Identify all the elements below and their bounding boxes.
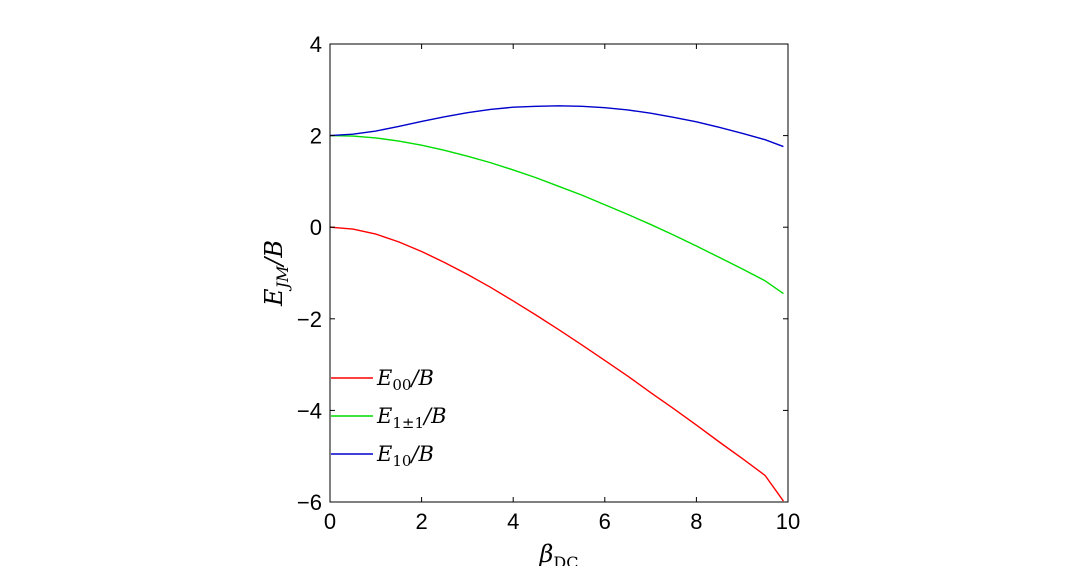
x-tick-label: 4 bbox=[507, 509, 519, 534]
y-axis-label: EJM/B bbox=[260, 240, 292, 307]
legend-label-0: E00/B bbox=[376, 366, 434, 394]
legend-label-1: E1±1/B bbox=[376, 404, 447, 432]
x-axis-label: βDC bbox=[539, 540, 579, 566]
series-line-2 bbox=[329, 105, 784, 148]
legend-label-2: E10/B bbox=[376, 442, 434, 470]
y-tick-label: −2 bbox=[297, 307, 322, 332]
x-tick-label: 6 bbox=[599, 509, 611, 534]
x-tick-label: 0 bbox=[324, 509, 336, 534]
x-tick-label: 2 bbox=[415, 509, 427, 534]
y-tick-label: 4 bbox=[310, 32, 322, 57]
plot-frame bbox=[329, 43, 789, 503]
series-line-0 bbox=[329, 226, 784, 502]
y-tick-label: −4 bbox=[297, 398, 322, 423]
y-tick-label: 2 bbox=[310, 124, 322, 149]
x-tick-label: 10 bbox=[776, 509, 800, 534]
x-tick-label: 8 bbox=[690, 509, 702, 534]
series-line-1 bbox=[329, 134, 784, 295]
y-tick-label: 0 bbox=[310, 215, 322, 240]
y-tick-label: −6 bbox=[297, 490, 322, 515]
